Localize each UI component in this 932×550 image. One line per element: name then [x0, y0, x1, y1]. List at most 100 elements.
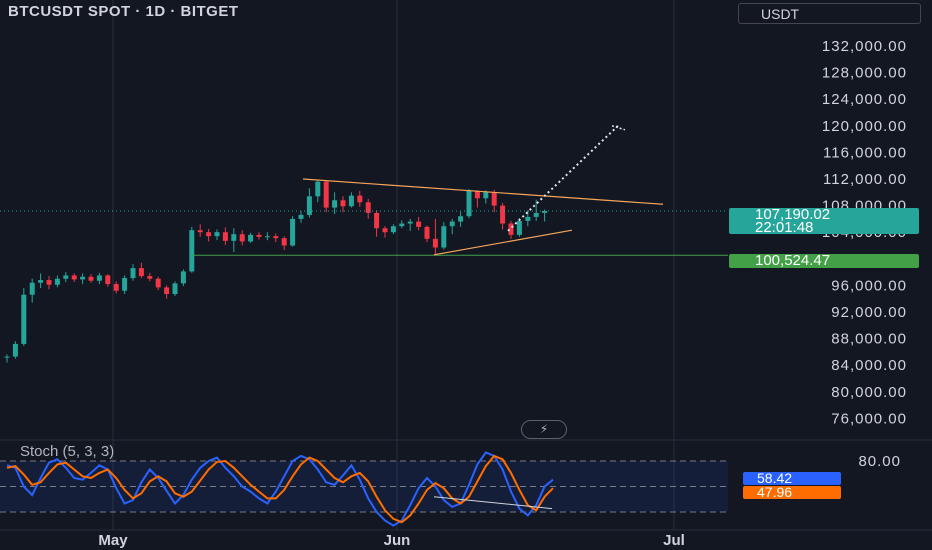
candle-body: [206, 232, 212, 237]
projection-path: [507, 125, 619, 232]
replay-button[interactable]: ⚡: [521, 420, 567, 439]
candle-body: [231, 234, 237, 241]
candle-body: [222, 232, 228, 241]
candle-body: [122, 278, 128, 291]
candle-body: [458, 216, 464, 222]
price-axis-label: 96,000.00: [831, 277, 907, 294]
resistance-trendline: [302, 178, 664, 205]
candle-body: [315, 181, 321, 197]
candle-body: [348, 195, 354, 207]
candle-body: [4, 356, 10, 358]
candle-body: [273, 236, 279, 239]
candle-body: [189, 230, 195, 272]
candle-body: [164, 287, 170, 295]
candle-body: [29, 282, 35, 295]
lightning-icon: ⚡: [539, 422, 549, 436]
stoch-axis-label: 80.00: [858, 453, 901, 470]
candle-body: [357, 195, 363, 203]
stoch-indicator-label[interactable]: Stoch (5, 3, 3): [20, 443, 115, 460]
candle-body: [113, 284, 119, 291]
symbol-title: BTCUSDT SPOT · 1D · BITGET: [8, 3, 239, 20]
currency-selector-button[interactable]: USDT: [738, 3, 921, 24]
price-axis-label: 112,000.00: [823, 171, 907, 188]
candle-body: [147, 276, 153, 279]
candle-body: [365, 202, 371, 213]
candle-body: [130, 268, 136, 279]
candle-body: [290, 218, 296, 246]
candle-body: [80, 276, 86, 280]
candle-body: [71, 275, 77, 280]
candle-body: [432, 238, 438, 248]
bar-countdown: 22:01:48: [755, 219, 814, 236]
candle-body: [424, 226, 430, 239]
stoch-d-value-tag: 47.96: [743, 485, 841, 499]
candle-body: [491, 192, 497, 206]
price-axis-label: 128,000.00: [822, 65, 907, 82]
current-price-value: 107,190.02: [755, 206, 831, 223]
candle-body: [516, 220, 522, 235]
price-axis-label: 76,000.00: [831, 410, 907, 427]
candle-body: [281, 238, 287, 246]
candle-body: [96, 275, 102, 281]
stoch-k-line: [6, 451, 554, 527]
candle-body: [466, 190, 472, 217]
time-axis-label: Jun: [384, 532, 411, 549]
time-axis-label: May: [98, 532, 128, 549]
candle-body: [180, 271, 186, 284]
candle-body: [525, 216, 531, 221]
candle-body: [46, 280, 52, 285]
support-price-tag: 100,524.47: [729, 253, 919, 268]
candle-body: [38, 280, 44, 283]
candle-body: [332, 200, 338, 208]
candle-body: [407, 221, 413, 224]
price-axis-label: 116,000.00: [823, 144, 907, 161]
stoch-d-line: [6, 454, 554, 524]
candle-body: [441, 226, 447, 248]
price-axis-label: 84,000.00: [831, 357, 907, 374]
candle-body: [88, 276, 94, 281]
price-axis-label: 80,000.00: [831, 384, 907, 401]
candle-body: [474, 190, 480, 199]
candle-body: [54, 278, 60, 285]
candle-body: [298, 214, 304, 219]
price-axis-label: 92,000.00: [831, 304, 907, 321]
candle-body: [172, 283, 178, 295]
candle-body: [155, 278, 161, 288]
candle-body: [483, 192, 489, 199]
stoch-divergence-line: [433, 496, 553, 510]
candle-body: [63, 275, 69, 279]
price-axis-label: 132,000.00: [822, 38, 907, 55]
candle-body: [399, 223, 405, 227]
stoch-k-value-tag: 58.42: [743, 471, 841, 485]
candle-body: [12, 343, 18, 357]
candle-body: [105, 275, 111, 285]
candle-body: [542, 210, 548, 213]
price-axis-label: 124,000.00: [822, 91, 907, 108]
candle-body: [138, 268, 144, 277]
support-trendline: [433, 229, 573, 256]
candle-body: [390, 226, 396, 233]
candle-body: [500, 205, 506, 224]
candle-body: [239, 234, 245, 242]
candle-body: [449, 221, 455, 227]
candle-body: [340, 200, 346, 207]
candle-body: [264, 236, 270, 238]
time-axis-label: Jul: [663, 532, 685, 549]
candle-body: [533, 212, 539, 217]
price-axis-label: 88,000.00: [831, 331, 907, 348]
candle-body: [197, 230, 203, 233]
candle-body: [323, 181, 329, 208]
current-price-tag: 107,190.02 22:01:48: [729, 206, 919, 236]
price-axis-label: 120,000.00: [822, 118, 907, 135]
candle-body: [256, 234, 262, 237]
candle-body: [21, 294, 27, 344]
candle-body: [306, 196, 312, 215]
candle-body: [374, 212, 380, 229]
candle-body: [416, 221, 422, 227]
candle-body: [508, 223, 514, 235]
candle-body: [248, 234, 254, 242]
candle-body: [214, 232, 220, 237]
candle-body: [382, 228, 388, 233]
